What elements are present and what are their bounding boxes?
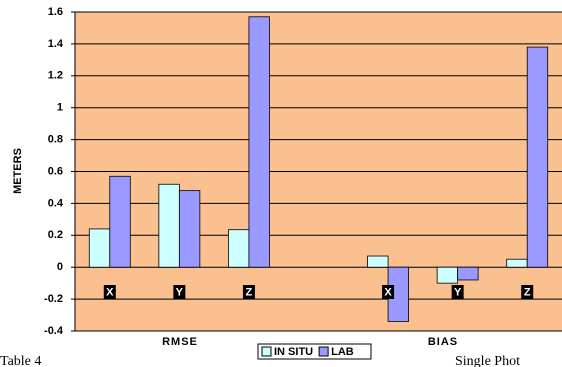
- x-tick-label: X: [106, 286, 114, 298]
- bar: [526, 46, 549, 268]
- category-box: [173, 285, 186, 299]
- category-box: [382, 285, 395, 299]
- y-tick-label: 0.4: [48, 197, 64, 209]
- legend-label: LAB: [331, 346, 354, 358]
- x-tick-label: Y: [454, 286, 462, 298]
- bar: [228, 229, 250, 268]
- bar: [248, 16, 270, 268]
- legend-swatch: [261, 346, 272, 357]
- bar: [109, 175, 131, 268]
- legend-box: [257, 343, 372, 360]
- caption: Single Phot: [455, 354, 520, 367]
- x-tick-label: X: [384, 286, 392, 298]
- bar: [436, 266, 459, 284]
- y-tick-label: 0.6: [48, 165, 63, 177]
- bar: [367, 255, 389, 268]
- y-tick-label: -0.2: [44, 293, 63, 305]
- y-tick-label: -0.4: [44, 325, 64, 337]
- category-box: [521, 285, 534, 299]
- bar: [158, 183, 180, 268]
- category-box: [451, 285, 464, 299]
- x-tick-label: Z: [246, 286, 253, 298]
- y-tick-label: 0.8: [48, 134, 63, 146]
- y-axis-label: METERS: [12, 148, 24, 194]
- x-tick-label: Y: [176, 286, 184, 298]
- group-label: RMSE: [162, 336, 198, 348]
- y-tick-label: 0: [57, 261, 63, 273]
- category-box: [242, 285, 255, 299]
- caption: Table 4: [0, 354, 41, 367]
- legend-swatch: [318, 346, 329, 357]
- bar: [457, 266, 479, 281]
- y-tick-label: 1.4: [48, 38, 64, 50]
- y-tick-label: 1.6: [48, 6, 63, 18]
- legend-label: IN SITU: [274, 346, 313, 358]
- x-tick-label: Z: [524, 286, 531, 298]
- y-tick-label: 1.2: [48, 70, 63, 82]
- group-label: BIAS: [428, 336, 458, 348]
- bar: [506, 258, 528, 268]
- bar: [88, 228, 111, 268]
- bar: [178, 190, 201, 268]
- legend: IN SITU LAB: [257, 343, 372, 360]
- y-tick-label: 0.2: [48, 229, 63, 241]
- y-tick-label: 1: [57, 102, 63, 114]
- category-box: [103, 285, 116, 299]
